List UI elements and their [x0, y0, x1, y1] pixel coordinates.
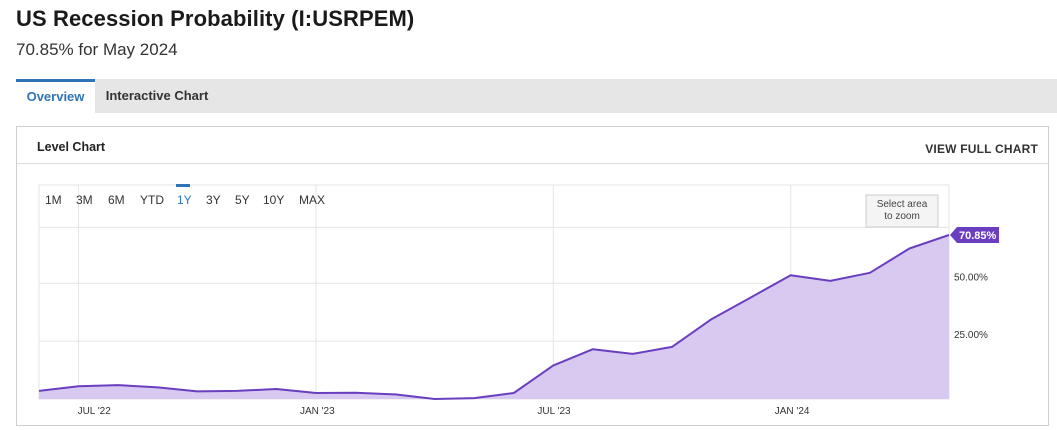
range-button-3m[interactable]: 3M	[76, 193, 93, 207]
y-tick-label: 50.00%	[954, 272, 988, 283]
x-tick-label: JAN '23	[300, 406, 335, 417]
zoom-hint-line-1: Select area	[877, 199, 928, 210]
panel-header: Level Chart VIEW FULL CHART	[17, 127, 1048, 164]
y-tick-label: 25.00%	[954, 330, 988, 341]
x-tick-label: JUL '23	[537, 406, 571, 417]
range-button-10y[interactable]: 10Y	[263, 193, 284, 207]
tab-bar: Overview Interactive Chart	[16, 79, 1057, 113]
last-value-label: 70.85%	[959, 230, 997, 242]
range-button-5y[interactable]: 5Y	[235, 193, 250, 207]
series-line	[38, 234, 950, 400]
zoom-hint-box	[865, 194, 939, 228]
page-title: US Recession Probability (I:USRPEM)	[16, 6, 415, 31]
range-button-6m[interactable]: 6M	[108, 193, 125, 207]
chart-axes: JUL '22 JAN '23 JUL '23 JAN '24 25.00% 50.00%	[78, 272, 988, 417]
x-tick-label: JUL '22	[78, 406, 112, 417]
view-full-chart-link[interactable]: VIEW FULL CHART	[925, 142, 1038, 156]
range-button-max[interactable]: MAX	[299, 193, 325, 207]
last-value-badge: 70.85%	[950, 227, 999, 243]
panel-title: Level Chart	[37, 140, 106, 154]
range-button-3y[interactable]: 3Y	[206, 193, 221, 207]
level-chart[interactable]: 1M 3M 6M YTD 1Y 3Y 5Y 10Y MAX JUL '22 JAN '23 JUL …	[17, 127, 1048, 425]
zoom-hint-line-2: to zoom	[884, 211, 920, 222]
x-tick-label: JAN '24	[775, 406, 810, 417]
range-selector: 1M 3M 6M YTD 1Y 3Y 5Y 10Y MAX	[45, 184, 325, 207]
series-area-fill	[39, 235, 949, 399]
chart-area-series	[38, 234, 950, 400]
tab-overview[interactable]: Overview	[16, 79, 95, 113]
range-button-1y[interactable]: 1Y	[177, 193, 192, 207]
zoom-hint: Select area to zoom	[865, 194, 939, 228]
last-value-badge-shape	[950, 227, 999, 243]
level-chart-panel: Level Chart VIEW FULL CHART 1M 3M 6M YTD 1Y 3…	[16, 126, 1049, 426]
page-subtitle: 70.85% for May 2024	[16, 40, 178, 59]
range-button-ytd[interactable]: YTD	[140, 193, 164, 207]
tab-interactive-chart[interactable]: Interactive Chart	[105, 88, 209, 103]
range-active-indicator	[176, 184, 190, 187]
range-button-1m[interactable]: 1M	[45, 193, 62, 207]
